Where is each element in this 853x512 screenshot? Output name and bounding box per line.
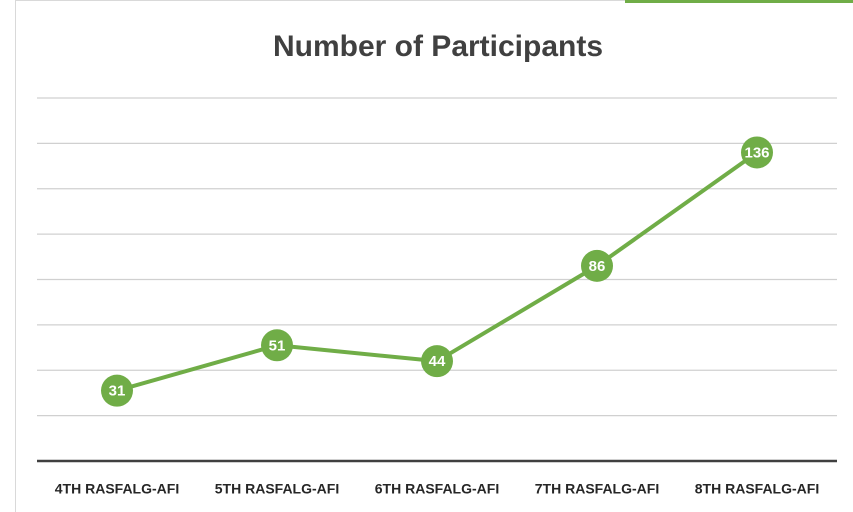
data-label: 44 [429, 353, 446, 370]
marker [581, 249, 613, 282]
marker [101, 374, 133, 407]
x-tick-label: 7TH RASFALG-AFI [535, 481, 659, 497]
data-label: 86 [589, 258, 606, 275]
x-tick-label: 6TH RASFALG-AFI [375, 481, 499, 497]
x-tick-label: 5TH RASFALG-AFI [215, 481, 339, 497]
chart-frame [15, 0, 853, 512]
data-label: 31 [109, 383, 126, 400]
selection-bar [625, 0, 853, 3]
marker [261, 329, 293, 362]
data-label: 136 [744, 144, 769, 161]
marker [741, 136, 773, 169]
chart-title: Number of Participants [273, 30, 603, 63]
x-tick-label: 8TH RASFALG-AFI [695, 481, 819, 497]
data-label: 51 [269, 337, 286, 354]
x-tick-label: 4TH RASFALG-AFI [55, 481, 179, 497]
marker [421, 345, 453, 378]
